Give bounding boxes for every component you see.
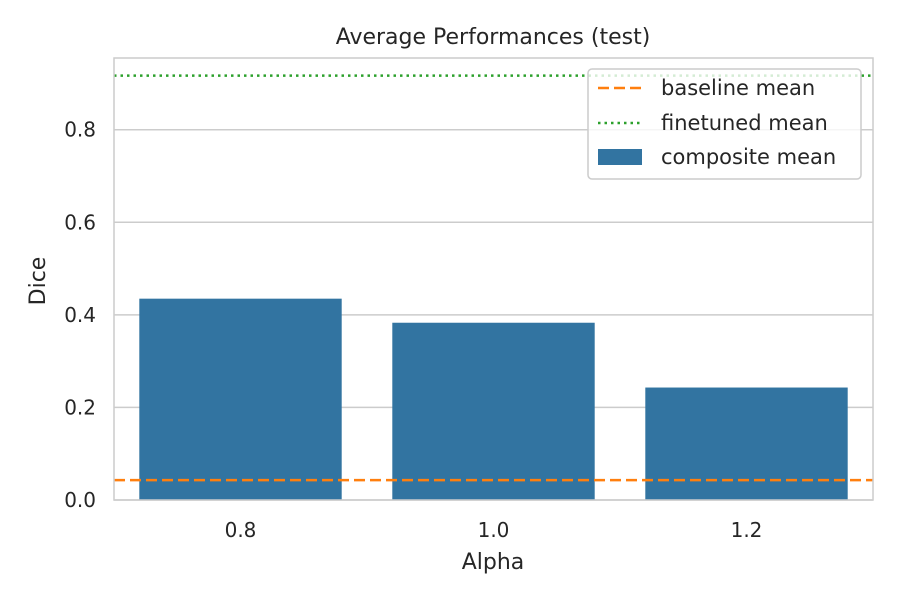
legend-label-composite-mean: composite mean [661, 145, 836, 169]
legend-box [587, 68, 862, 180]
y-axis-ticks: 0.0 0.2 0.4 0.6 0.8 [64, 118, 96, 512]
x-tick-label-1.2: 1.2 [731, 518, 763, 542]
legend: baseline mean finetuned mean composite mea… [587, 68, 862, 180]
bar-1.2 [645, 387, 848, 500]
y-tick-label-0.6: 0.6 [64, 210, 96, 234]
y-tick-label-0.8: 0.8 [64, 118, 96, 142]
bar-1.0 [392, 322, 595, 500]
x-axis-ticks: 0.8 1.0 1.2 [225, 518, 763, 542]
plot-frame [113, 57, 874, 501]
legend-label-finetuned-mean: finetuned mean [661, 111, 828, 135]
bars [139, 298, 848, 500]
x-tick-label-0.8: 0.8 [225, 518, 257, 542]
x-tick-label-1.0: 1.0 [478, 518, 510, 542]
x-axis-label: Alpha [462, 550, 525, 575]
chart-title: Average Performances (test) [336, 25, 651, 50]
legend-swatch-composite-mean [598, 149, 642, 165]
legend-label-baseline-mean: baseline mean [661, 76, 815, 100]
y-tick-label-0.0: 0.0 [64, 488, 96, 512]
y-tick-label-0.2: 0.2 [64, 395, 96, 419]
y-tick-label-0.4: 0.4 [64, 303, 96, 327]
bar-0.8 [139, 298, 342, 500]
y-axis-label: Dice [26, 257, 51, 306]
